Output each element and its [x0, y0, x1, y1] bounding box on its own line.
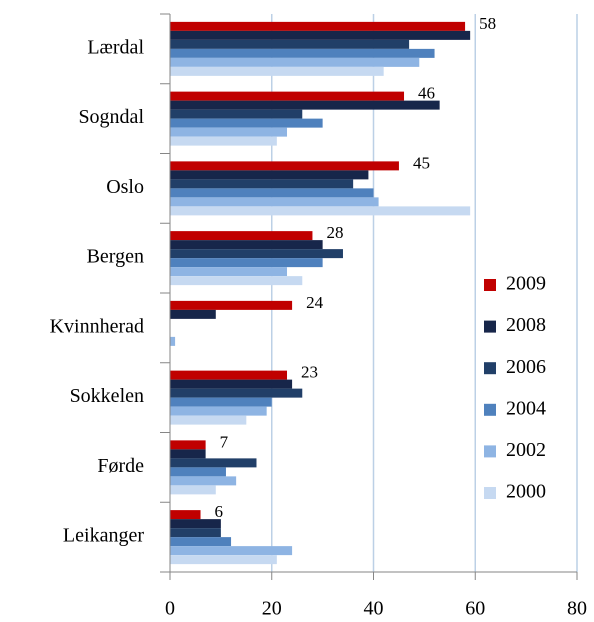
- bar: [170, 136, 277, 146]
- bar: [170, 48, 435, 58]
- bar: [170, 127, 288, 137]
- bar: [170, 197, 379, 207]
- y-tick-label: Lærdal: [87, 36, 144, 58]
- bar: [170, 370, 288, 380]
- data-label: 58: [479, 14, 496, 33]
- y-tick-label: Førde: [97, 455, 144, 477]
- x-tick-label: 40: [364, 598, 384, 620]
- bar: [170, 170, 369, 180]
- bar: [170, 161, 399, 171]
- bar: [170, 458, 257, 468]
- bar: [170, 440, 206, 450]
- legend-swatch: [484, 403, 496, 416]
- data-label: 7: [220, 432, 229, 451]
- legend-label: 2000: [506, 481, 546, 503]
- legend-swatch: [484, 362, 496, 375]
- bar: [170, 467, 226, 477]
- bar: [170, 555, 277, 565]
- y-tick-label: Kvinnherad: [50, 315, 144, 337]
- bar: [170, 21, 466, 31]
- bar: [170, 57, 420, 67]
- data-label: 46: [418, 84, 435, 103]
- bar: [170, 179, 354, 189]
- bar: [170, 100, 440, 110]
- y-tick-label: Sokkelen: [70, 385, 144, 407]
- bar: [170, 267, 288, 277]
- bar: [170, 519, 221, 529]
- legend-label: 2009: [506, 273, 546, 295]
- legend-label: 2008: [506, 314, 546, 336]
- bar: [170, 309, 216, 319]
- bar: [170, 276, 303, 286]
- bar: [170, 249, 343, 259]
- y-tick-label: Bergen: [87, 246, 144, 268]
- bar: [170, 30, 471, 40]
- bar: [170, 476, 237, 486]
- bar: [170, 231, 313, 241]
- legend-label: 2004: [506, 397, 546, 419]
- legend-label: 2006: [506, 356, 546, 378]
- bar: [170, 406, 267, 416]
- x-tick-label: 20: [262, 598, 282, 620]
- y-tick-label: Leikanger: [63, 525, 144, 547]
- legend-swatch: [484, 320, 496, 333]
- bar: [170, 336, 176, 346]
- data-label: 28: [326, 223, 343, 242]
- data-label: 23: [301, 363, 318, 382]
- x-tick-label: 0: [165, 598, 175, 620]
- bar: [170, 206, 471, 216]
- legend-swatch: [484, 279, 496, 291]
- bar: [170, 415, 247, 425]
- legend-label: 2002: [506, 439, 546, 461]
- bar: [170, 118, 323, 128]
- bar: [170, 397, 272, 407]
- bar: [170, 485, 216, 495]
- bar: [170, 449, 206, 459]
- data-label: 24: [306, 293, 324, 312]
- bar: [170, 388, 303, 398]
- bar: [170, 39, 410, 49]
- bar: [170, 537, 232, 547]
- bar: [170, 379, 293, 389]
- bar: [170, 240, 323, 250]
- bar: [170, 258, 323, 268]
- data-label: 45: [413, 153, 430, 172]
- y-tick-label: Sogndal: [78, 106, 144, 128]
- bar: [170, 300, 293, 310]
- bar: [170, 510, 201, 520]
- x-tick-label: 60: [465, 598, 485, 620]
- data-label: 6: [215, 502, 224, 521]
- legend-swatch: [484, 445, 496, 458]
- bar: [170, 109, 303, 119]
- bar: [170, 91, 405, 101]
- bar: [170, 528, 221, 538]
- bar: [170, 66, 384, 76]
- bar: [170, 188, 374, 198]
- y-tick-label: Oslo: [106, 176, 144, 198]
- legend-swatch: [484, 487, 496, 499]
- x-tick-label: 80: [567, 598, 587, 620]
- bar: [170, 546, 293, 556]
